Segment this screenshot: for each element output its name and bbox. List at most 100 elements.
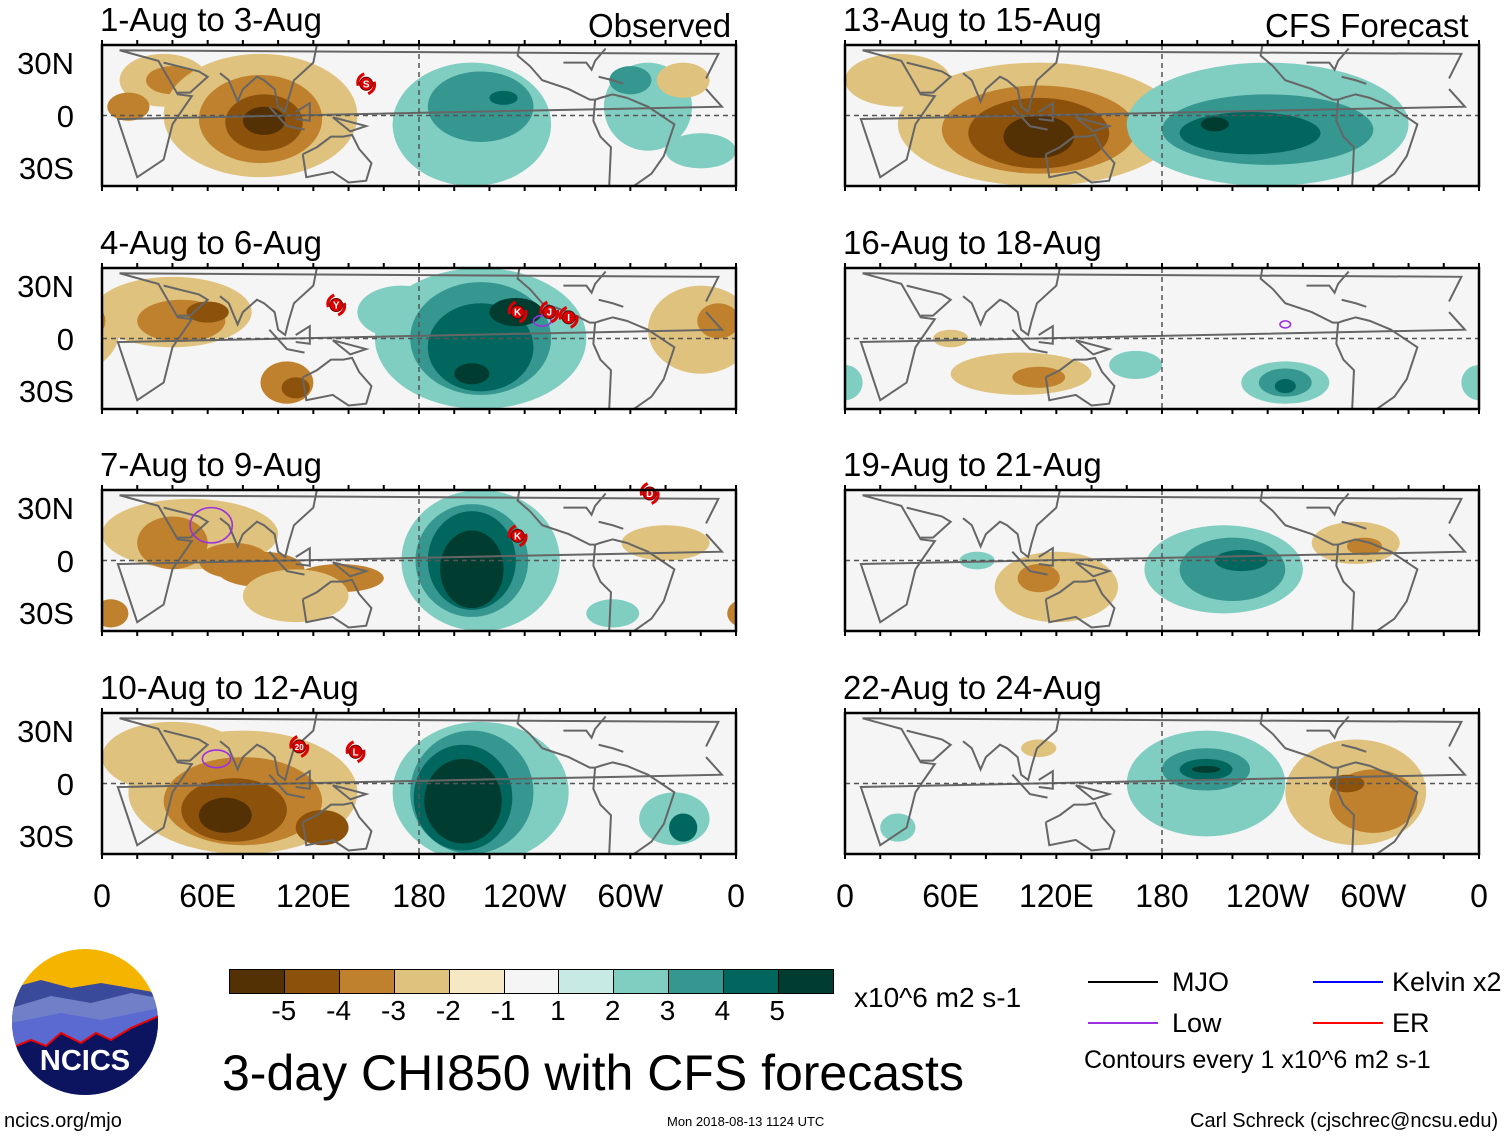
anomaly-region xyxy=(780,66,833,94)
anomaly-region xyxy=(1479,54,1510,107)
anomaly-region xyxy=(880,813,916,842)
coastline xyxy=(295,324,311,345)
anomaly-region xyxy=(656,62,710,98)
coastline xyxy=(1259,490,1419,631)
coastline xyxy=(1341,743,1367,753)
lat-tick-label: 30N xyxy=(17,268,74,304)
colorbar-swatch xyxy=(559,970,615,993)
map-panel xyxy=(843,485,1481,636)
lat-tick-label: 0 xyxy=(56,321,74,357)
coastline xyxy=(592,322,612,409)
coastline xyxy=(962,45,1061,114)
storm-label: S xyxy=(363,79,370,90)
coastline xyxy=(516,713,676,854)
tropical-storm-icon: K xyxy=(507,524,528,548)
anomaly-region xyxy=(186,301,229,323)
storm-label: Y xyxy=(333,301,340,312)
coastline xyxy=(116,494,725,624)
lat-tick-label: 0 xyxy=(56,98,74,134)
lat-tick-label: 30S xyxy=(18,374,74,410)
tropical-storm-icon: S xyxy=(356,72,377,96)
low-contour xyxy=(189,506,234,544)
lat-tick-label: 30N xyxy=(17,490,74,526)
coastline xyxy=(116,272,725,402)
anomaly-region xyxy=(1461,364,1479,401)
panel-title: 16-Aug to 18-Aug xyxy=(843,224,1102,261)
anomaly-region xyxy=(427,71,534,142)
coastline xyxy=(516,490,676,631)
tropical-storm-icon: Y xyxy=(326,293,347,317)
anomaly-region xyxy=(137,516,208,570)
coastline xyxy=(598,520,624,530)
anomaly-region xyxy=(438,772,488,837)
colorbar-tick-label: 1 xyxy=(550,995,566,1026)
anomaly-region xyxy=(1012,366,1066,388)
coastline xyxy=(516,268,676,409)
coastline xyxy=(1306,270,1350,295)
lat-tick-label: 30N xyxy=(17,45,74,81)
low-contour xyxy=(201,749,232,769)
colorbar-swatch xyxy=(724,970,780,993)
coastline xyxy=(1011,106,1048,131)
anomaly-region xyxy=(959,551,995,570)
legend-low-label: Low xyxy=(1172,1008,1222,1038)
site-link[interactable]: ncics.org/mjo xyxy=(4,1110,122,1132)
anomaly-region xyxy=(102,599,129,628)
anomaly-region xyxy=(242,569,349,623)
anomaly-region xyxy=(1179,111,1321,155)
coastline xyxy=(563,492,607,517)
coastline xyxy=(906,729,953,762)
lon-tick-label: 0 xyxy=(93,878,111,914)
lon-tick-label: 0 xyxy=(836,878,854,914)
legend-mjo-line xyxy=(1088,981,1158,983)
coastline xyxy=(295,769,311,790)
lat-tick-label: 0 xyxy=(56,543,74,579)
lat-tick-label: 0 xyxy=(56,766,74,802)
coastline xyxy=(598,298,624,308)
low-contour xyxy=(1279,320,1292,329)
anomaly-region xyxy=(665,133,736,169)
coastline xyxy=(219,490,318,559)
coastline xyxy=(563,47,607,72)
panel-title: 4-Aug to 6-Aug xyxy=(100,224,322,261)
map-panel: S xyxy=(100,40,833,191)
coastline xyxy=(1335,767,1355,854)
colorbar-swatch xyxy=(449,970,505,993)
storm-label: K xyxy=(514,531,522,542)
anomaly-region xyxy=(1021,739,1057,758)
lat-tick-label: 30S xyxy=(18,596,74,632)
anomaly-region xyxy=(1003,115,1074,158)
coastline xyxy=(332,116,370,133)
coastline xyxy=(906,284,953,317)
coastline xyxy=(1335,544,1355,631)
anomaly-region xyxy=(609,66,652,95)
coastline xyxy=(1306,492,1350,517)
storm-label: D xyxy=(646,489,653,500)
coastline xyxy=(1335,99,1355,186)
lat-tick-label: 30S xyxy=(18,151,74,187)
forecast-label: CFS Forecast xyxy=(1265,7,1469,44)
coastline xyxy=(332,784,370,801)
anomaly-region xyxy=(669,813,698,842)
coastline xyxy=(962,713,1061,782)
colorbar-swatch xyxy=(669,970,725,993)
ncics-logo: NCICS xyxy=(11,948,159,1096)
colorbar-swatch xyxy=(779,970,833,993)
colorbar-tick-label: -5 xyxy=(271,995,297,1026)
coastline xyxy=(598,743,624,753)
coastline xyxy=(1044,133,1116,184)
anomaly-region xyxy=(586,599,640,628)
lon-tick-label: 120W xyxy=(482,878,567,914)
storm-label: K xyxy=(514,308,522,319)
coastline xyxy=(1011,329,1048,354)
coastline xyxy=(962,268,1061,337)
coastline xyxy=(295,546,311,567)
coastline xyxy=(1075,561,1113,578)
map-panel xyxy=(843,263,1481,414)
coastline xyxy=(116,717,725,847)
lon-tick-label: 120W xyxy=(1225,878,1310,914)
coastline xyxy=(301,801,373,852)
storm-label: 20 xyxy=(295,743,304,752)
coastline xyxy=(332,339,370,356)
